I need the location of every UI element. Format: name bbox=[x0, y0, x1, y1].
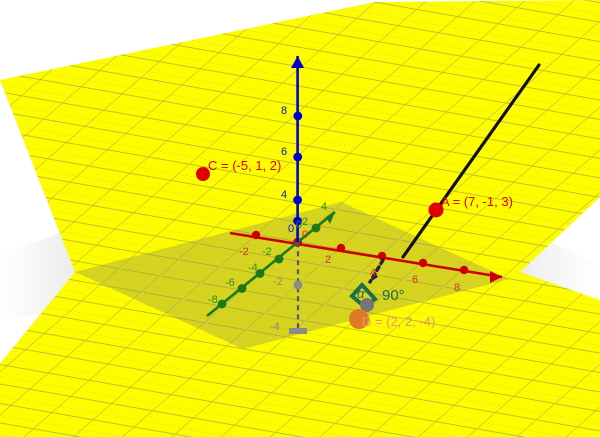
svg-text:6: 6 bbox=[281, 146, 287, 158]
svg-text:-6: -6 bbox=[225, 277, 235, 289]
svg-text:-2: -2 bbox=[239, 246, 249, 258]
svg-text:-4: -4 bbox=[270, 321, 280, 333]
svg-text:-2: -2 bbox=[262, 246, 272, 258]
svg-text:0: 0 bbox=[296, 219, 302, 231]
svg-text:-4: -4 bbox=[248, 262, 258, 274]
svg-text:8: 8 bbox=[281, 105, 287, 117]
svg-text:4: 4 bbox=[281, 189, 287, 201]
svg-text:0: 0 bbox=[302, 229, 308, 241]
svg-text:2: 2 bbox=[302, 216, 308, 228]
svg-text:4: 4 bbox=[370, 267, 376, 279]
svg-text:-8: -8 bbox=[208, 294, 218, 306]
svg-text:-2: -2 bbox=[273, 276, 283, 288]
svg-text:0: 0 bbox=[288, 223, 294, 235]
svg-text:4: 4 bbox=[321, 201, 327, 213]
svg-text:2: 2 bbox=[325, 254, 331, 266]
svg-text:90°: 90° bbox=[382, 287, 405, 304]
svg-text:D = (2, 2, -4): D = (2, 2, -4) bbox=[362, 314, 435, 329]
svg-text:A = (7, -1, 3): A = (7, -1, 3) bbox=[441, 194, 513, 209]
svg-text:6: 6 bbox=[412, 274, 418, 286]
svg-text:8: 8 bbox=[454, 282, 460, 294]
svg-text:C = (-5, 1, 2): C = (-5, 1, 2) bbox=[208, 158, 281, 173]
svg-text:α: α bbox=[357, 286, 365, 301]
